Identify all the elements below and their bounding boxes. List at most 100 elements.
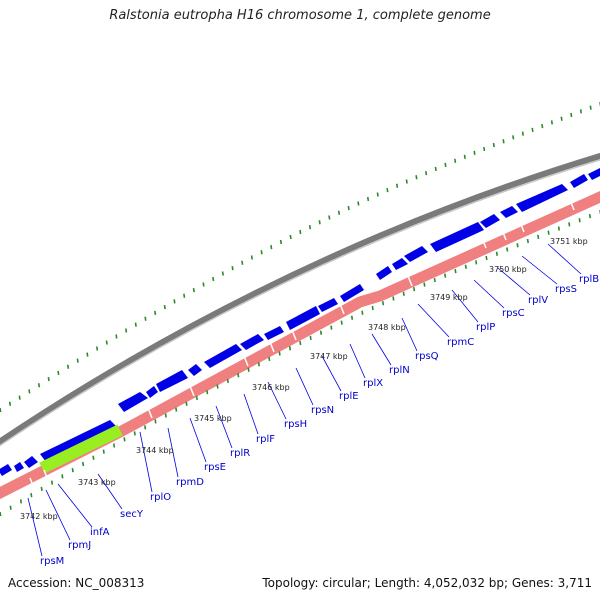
gene-label[interactable]: rplR xyxy=(230,448,250,459)
tick-mark xyxy=(521,131,524,136)
gene-feature[interactable] xyxy=(500,206,518,218)
tick-mark xyxy=(381,301,385,306)
leader-line xyxy=(349,343,366,379)
tick-mark xyxy=(192,287,195,293)
gene-label[interactable]: rplB xyxy=(579,274,599,285)
tick-mark xyxy=(154,310,157,316)
gene-label[interactable]: rplP xyxy=(476,322,495,333)
tick-mark xyxy=(185,401,188,406)
tick-mark xyxy=(9,505,12,510)
gene-label[interactable]: rplN xyxy=(389,365,410,376)
tick-mark xyxy=(123,437,126,442)
gene-feature[interactable] xyxy=(40,420,118,462)
leader-line xyxy=(139,431,153,493)
tick-mark xyxy=(309,335,312,340)
tick-mark xyxy=(328,215,331,220)
gene-feature[interactable] xyxy=(24,456,38,468)
gene-feature[interactable] xyxy=(318,298,338,312)
gene-feature[interactable] xyxy=(264,326,284,340)
gene-label-leaders xyxy=(27,243,582,557)
tick-mark xyxy=(550,120,554,125)
leader-line xyxy=(267,381,287,420)
gene-label[interactable]: rpsM xyxy=(40,556,64,567)
gene-feature[interactable] xyxy=(570,174,588,188)
gene-label[interactable]: rplO xyxy=(150,492,171,503)
gene-feature[interactable] xyxy=(204,344,242,368)
tick-mark xyxy=(371,305,374,311)
tick-mark xyxy=(516,243,519,248)
gene-feature[interactable] xyxy=(188,364,202,376)
gene-feature[interactable] xyxy=(430,222,484,252)
tick-mark xyxy=(454,158,457,163)
gene-label[interactable]: rpsN xyxy=(311,405,334,416)
leader-line xyxy=(451,289,479,323)
gene-label[interactable]: infA xyxy=(90,527,110,538)
gene-label[interactable]: rpsS xyxy=(555,284,577,295)
tick-mark xyxy=(47,376,50,382)
tick-mark xyxy=(357,201,360,206)
gene-label[interactable]: rpsQ xyxy=(415,351,439,362)
position-label: 3749 kbp xyxy=(430,293,468,302)
gene-feature[interactable] xyxy=(480,214,500,228)
gene-feature[interactable] xyxy=(14,462,24,472)
tick-mark xyxy=(340,320,343,325)
tick-mark xyxy=(541,124,544,129)
position-label: 3751 kbp xyxy=(550,237,588,246)
gene-feature[interactable] xyxy=(376,266,392,280)
gene-label[interactable]: rplE xyxy=(339,391,359,402)
position-label: 3742 kbp xyxy=(20,512,58,521)
tick-mark xyxy=(444,273,447,278)
leader-line xyxy=(371,333,392,366)
tick-mark xyxy=(405,179,408,184)
leader-line xyxy=(521,255,558,285)
leader-line xyxy=(167,427,179,478)
tick-mark xyxy=(102,449,105,454)
gene-label[interactable]: rpmD xyxy=(176,477,204,488)
leader-line xyxy=(215,405,233,449)
gene-feature[interactable] xyxy=(286,306,320,330)
tick-mark xyxy=(308,224,312,230)
gene-feature[interactable] xyxy=(392,258,408,270)
tick-mark xyxy=(19,499,23,504)
tick-mark xyxy=(279,239,283,245)
gene-feature[interactable] xyxy=(118,392,148,412)
secY-gene-feature[interactable] xyxy=(39,424,123,474)
gene-feature[interactable] xyxy=(0,464,12,476)
tick-mark xyxy=(395,183,399,188)
gene-feature[interactable] xyxy=(588,168,600,180)
tick-mark xyxy=(154,419,157,424)
gene-label[interactable]: secY xyxy=(120,509,144,520)
tick-mark xyxy=(28,389,31,394)
leader-line xyxy=(547,243,582,275)
gene-feature[interactable] xyxy=(516,184,568,212)
tick-mark xyxy=(221,271,224,276)
gene-feature[interactable] xyxy=(404,246,428,262)
tick-mark xyxy=(568,222,571,227)
tick-mark xyxy=(95,346,99,351)
tick-mark xyxy=(216,384,219,389)
gene-label[interactable]: rpsC xyxy=(502,308,525,319)
leader-line xyxy=(417,303,450,338)
tick-mark xyxy=(270,244,273,250)
gene-label[interactable]: rplF xyxy=(256,434,275,445)
tick-mark xyxy=(0,511,2,517)
leader-line xyxy=(27,497,43,557)
gene-label[interactable]: rplX xyxy=(363,378,383,389)
tick-mark xyxy=(492,142,495,148)
gene-feature[interactable] xyxy=(156,370,188,392)
gene-label[interactable]: rpsE xyxy=(204,462,226,473)
gene-label[interactable]: rpsH xyxy=(284,419,307,430)
tick-mark xyxy=(202,282,205,287)
gene-feature[interactable] xyxy=(240,334,264,350)
leader-line xyxy=(473,279,505,309)
tick-mark xyxy=(133,431,136,436)
tick-mark xyxy=(237,373,240,378)
gene-label[interactable]: rplV xyxy=(528,295,548,306)
gene-label[interactable]: rpmC xyxy=(447,337,474,348)
gene-feature[interactable] xyxy=(146,386,158,398)
tick-mark xyxy=(183,293,186,298)
gene-label[interactable]: rpmJ xyxy=(68,540,91,551)
tick-mark xyxy=(318,220,321,225)
gene-feature[interactable] xyxy=(340,284,364,302)
